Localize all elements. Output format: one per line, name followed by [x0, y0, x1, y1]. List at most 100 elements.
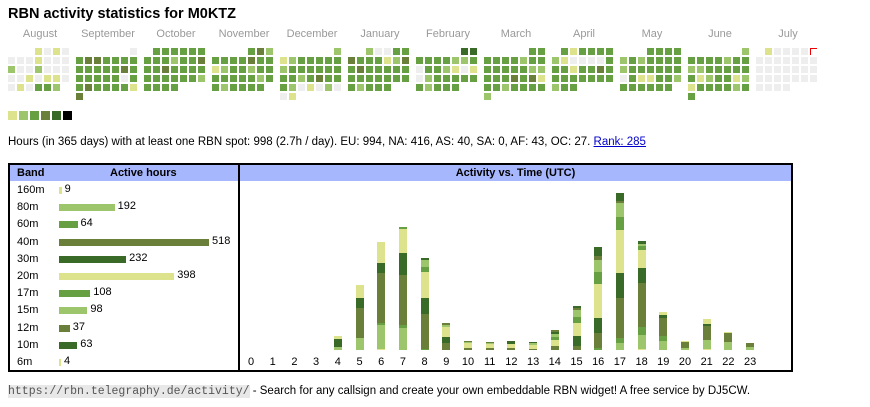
day-cell[interactable]: [230, 57, 237, 64]
day-cell[interactable]: [656, 66, 663, 73]
day-cell[interactable]: [697, 75, 704, 82]
day-cell[interactable]: [697, 66, 704, 73]
day-cell[interactable]: [588, 48, 595, 55]
day-cell[interactable]: [470, 66, 477, 73]
day-cell[interactable]: [221, 66, 228, 73]
day-cell[interactable]: [348, 75, 355, 82]
day-cell[interactable]: [53, 75, 60, 82]
day-cell[interactable]: [511, 84, 518, 91]
day-cell[interactable]: [375, 75, 382, 82]
day-cell[interactable]: [434, 57, 441, 64]
day-cell[interactable]: [493, 75, 500, 82]
day-cell[interactable]: [357, 57, 364, 64]
day-cell[interactable]: [443, 57, 450, 64]
day-cell[interactable]: [416, 75, 423, 82]
day-cell[interactable]: [606, 66, 613, 73]
day-cell[interactable]: [334, 84, 341, 91]
day-cell[interactable]: [334, 75, 341, 82]
day-cell[interactable]: [452, 84, 459, 91]
day-cell[interactable]: [443, 84, 450, 91]
day-cell[interactable]: [35, 75, 42, 82]
day-cell[interactable]: [280, 66, 287, 73]
day-cell[interactable]: [26, 57, 33, 64]
day-cell[interactable]: [121, 84, 128, 91]
day-cell[interactable]: [121, 66, 128, 73]
day-cell[interactable]: [538, 57, 545, 64]
day-cell[interactable]: [76, 66, 83, 73]
day-cell[interactable]: [62, 57, 69, 64]
day-cell[interactable]: [688, 84, 695, 91]
day-cell[interactable]: [783, 66, 790, 73]
day-cell[interactable]: [416, 66, 423, 73]
day-cell[interactable]: [674, 48, 681, 55]
day-cell[interactable]: [366, 57, 373, 64]
day-cell[interactable]: [334, 57, 341, 64]
day-cell[interactable]: [792, 66, 799, 73]
day-cell[interactable]: [638, 84, 645, 91]
day-cell[interactable]: [552, 84, 559, 91]
day-cell[interactable]: [529, 48, 536, 55]
day-cell[interactable]: [76, 84, 83, 91]
day-cell[interactable]: [715, 75, 722, 82]
day-cell[interactable]: [588, 57, 595, 64]
day-cell[interactable]: [529, 84, 536, 91]
day-cell[interactable]: [688, 75, 695, 82]
day-cell[interactable]: [298, 66, 305, 73]
day-cell[interactable]: [103, 57, 110, 64]
day-cell[interactable]: [511, 66, 518, 73]
day-cell[interactable]: [579, 57, 586, 64]
day-cell[interactable]: [529, 57, 536, 64]
day-cell[interactable]: [307, 84, 314, 91]
day-cell[interactable]: [402, 57, 409, 64]
day-cell[interactable]: [742, 84, 749, 91]
day-cell[interactable]: [579, 48, 586, 55]
day-cell[interactable]: [425, 57, 432, 64]
day-cell[interactable]: [298, 57, 305, 64]
day-cell[interactable]: [130, 84, 137, 91]
day-cell[interactable]: [162, 57, 169, 64]
day-cell[interactable]: [538, 66, 545, 73]
day-cell[interactable]: [35, 48, 42, 55]
day-cell[interactable]: [715, 84, 722, 91]
day-cell[interactable]: [493, 57, 500, 64]
day-cell[interactable]: [239, 66, 246, 73]
day-cell[interactable]: [230, 75, 237, 82]
day-cell[interactable]: [570, 48, 577, 55]
day-cell[interactable]: [520, 66, 527, 73]
day-cell[interactable]: [112, 66, 119, 73]
day-cell[interactable]: [212, 84, 219, 91]
day-cell[interactable]: [171, 66, 178, 73]
day-cell[interactable]: [76, 93, 83, 100]
day-cell[interactable]: [597, 75, 604, 82]
day-cell[interactable]: [588, 75, 595, 82]
day-cell[interactable]: [461, 75, 468, 82]
day-cell[interactable]: [810, 75, 817, 82]
day-cell[interactable]: [257, 66, 264, 73]
day-cell[interactable]: [688, 66, 695, 73]
day-cell[interactable]: [443, 75, 450, 82]
day-cell[interactable]: [130, 66, 137, 73]
day-cell[interactable]: [665, 66, 672, 73]
day-cell[interactable]: [765, 57, 772, 64]
day-cell[interactable]: [742, 57, 749, 64]
day-cell[interactable]: [706, 57, 713, 64]
day-cell[interactable]: [706, 75, 713, 82]
day-cell[interactable]: [733, 66, 740, 73]
day-cell[interactable]: [638, 57, 645, 64]
day-cell[interactable]: [665, 84, 672, 91]
day-cell[interactable]: [570, 57, 577, 64]
day-cell[interactable]: [529, 66, 536, 73]
day-cell[interactable]: [375, 57, 382, 64]
day-cell[interactable]: [144, 84, 151, 91]
day-cell[interactable]: [742, 48, 749, 55]
day-cell[interactable]: [248, 84, 255, 91]
day-cell[interactable]: [792, 48, 799, 55]
day-cell[interactable]: [579, 75, 586, 82]
day-cell[interactable]: [239, 84, 246, 91]
day-cell[interactable]: [35, 66, 42, 73]
day-cell[interactable]: [561, 84, 568, 91]
day-cell[interactable]: [742, 75, 749, 82]
footer-url[interactable]: https://rbn.telegraphy.de/activity/: [8, 385, 250, 398]
day-cell[interactable]: [366, 84, 373, 91]
day-cell[interactable]: [461, 66, 468, 73]
